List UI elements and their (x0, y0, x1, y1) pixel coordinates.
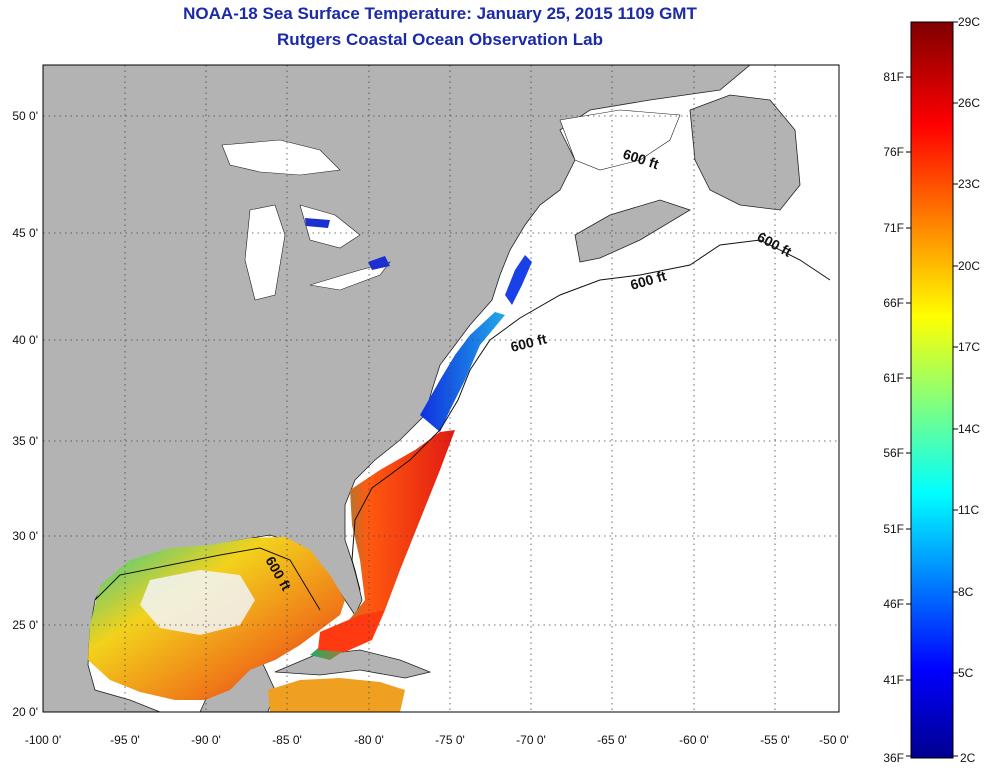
lat-tick-label: 50 0' (12, 109, 38, 123)
map-title: NOAA-18 Sea Surface Temperature: January… (183, 4, 697, 23)
colorbar-fahrenheit-label: 81F (883, 70, 904, 84)
colorbar-fahrenheit-label: 46F (883, 597, 904, 611)
lon-tick-label: -50 0' (819, 733, 849, 747)
colorbar-celsius-label: 11C (958, 503, 979, 517)
lat-tick-label: 25 0' (12, 618, 38, 632)
sst-gulf-of-maine (505, 255, 532, 305)
temperature-colorbar: 29C 26C 23C 20C 17C 14C 11C 8C 5C 2C 81F… (883, 15, 980, 765)
colorbar-celsius-label: 5C (958, 666, 974, 680)
colorbar-fahrenheit-label: 41F (883, 673, 904, 687)
isobath-600ft (351, 239, 831, 591)
colorbar-gradient (910, 21, 954, 759)
lon-tick-label: -90 0' (191, 733, 221, 747)
lon-tick-label: -85 0' (272, 733, 302, 747)
land-newfoundland (689, 94, 801, 211)
lon-tick-label: -75 0' (435, 733, 465, 747)
colorbar-celsius-label: 17C (958, 340, 980, 354)
longitude-axis: -100 0' -95 0' -90 0' -85 0' -80 0' -75 … (25, 733, 849, 747)
lon-tick-label: -60 0' (679, 733, 709, 747)
colorbar-celsius-label: 14C (958, 422, 980, 436)
lon-tick-label: -65 0' (597, 733, 627, 747)
lat-tick-label: 35 0' (12, 434, 38, 448)
sst-shelf-water (420, 312, 505, 432)
latitude-axis: 50 0' 45 0' 40 0' 35 0' 30 0' 25 0' 20 0… (12, 109, 38, 719)
colorbar-celsius-label: 2C (960, 751, 976, 765)
land-nova-scotia (574, 199, 691, 263)
sst-lake-patch (305, 218, 390, 270)
plot-frame (42, 64, 840, 713)
lon-tick-label: -80 0' (354, 733, 384, 747)
sst-florida-straits (318, 610, 385, 652)
colorbar-fahrenheit-label: 76F (883, 145, 904, 159)
colorbar-celsius-label: 20C (958, 259, 980, 273)
sst-caribbean (268, 678, 405, 712)
lon-tick-label: -55 0' (760, 733, 790, 747)
colorbar-fahrenheit-label: 66F (883, 296, 904, 310)
colorbar-fahrenheit-label: 51F (883, 522, 904, 536)
lat-tick-label: 20 0' (12, 705, 38, 719)
sst-cloud-patch (140, 570, 255, 635)
map-subtitle: Rutgers Coastal Ocean Observation Lab (277, 30, 603, 49)
colorbar-celsius-label: 29C (958, 15, 980, 29)
lon-tick-label: -70 0' (516, 733, 546, 747)
st-lawrence-area (559, 109, 681, 171)
colorbar-fahrenheit-label: 36F (883, 751, 904, 765)
colorbar-celsius-label: 8C (958, 585, 974, 599)
isobath-600ft-gulf (94, 547, 321, 611)
lat-tick-label: 30 0' (12, 529, 38, 543)
colorbar-celsius-label: 23C (958, 177, 980, 191)
sst-gulf-stream (310, 430, 455, 660)
colorbar-fahrenheit-label: 61F (883, 371, 904, 385)
lat-tick-label: 40 0' (12, 333, 38, 347)
lon-tick-label: -95 0' (110, 733, 140, 747)
colorbar-fahrenheit-label: 56F (883, 446, 904, 460)
lat-tick-label: 45 0' (12, 226, 38, 240)
colorbar-fahrenheit-label: 71F (883, 221, 904, 235)
colorbar-celsius-label: 26C (958, 96, 980, 110)
graticule (43, 65, 839, 712)
lon-tick-label: -100 0' (25, 733, 61, 747)
